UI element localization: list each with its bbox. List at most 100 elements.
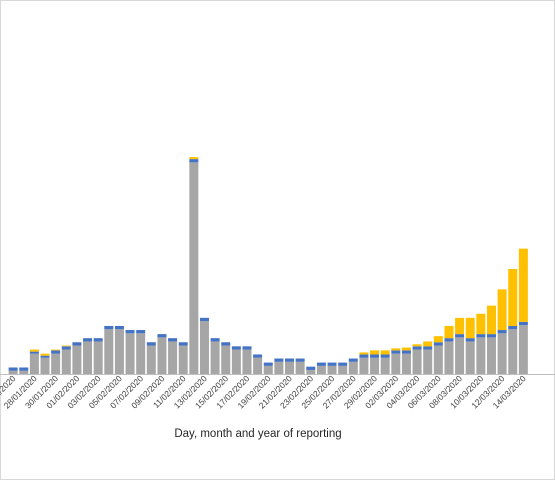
bar-29-02-2020-s2	[370, 350, 380, 355]
bar-14-02-2020-s0	[210, 341, 220, 374]
bar-28-02-2020-s0	[359, 357, 369, 374]
bar-11-02-2020-s1	[178, 342, 188, 346]
bar-03-03-2020-s1	[401, 350, 411, 354]
bar-05-02-2020-s1	[114, 325, 124, 330]
bar-08-02-2020-s0	[146, 345, 156, 374]
bar-09-03-2020-s0	[465, 341, 475, 374]
bar-10-03-2020-s1	[476, 334, 486, 338]
bar-05-03-2020-s1	[423, 346, 433, 350]
bar-17-02-2020-s1	[242, 346, 252, 350]
bar-22-02-2020-s1	[295, 358, 305, 362]
bar-03-02-2020-s0	[93, 341, 103, 374]
bar-09-02-2020-s1	[157, 334, 167, 338]
bar-31-01-2020-s2	[61, 345, 71, 347]
bar-19-02-2020-s0	[263, 365, 273, 374]
bar-26-02-2020-s0	[338, 365, 348, 374]
bar-03-02-2020-s1	[93, 338, 103, 342]
x-axis-title: Day, month and year of reporting	[174, 428, 341, 440]
bar-13-02-2020-s1	[199, 317, 209, 322]
bar-09-03-2020-s1	[465, 338, 475, 342]
bar-23-02-2020-s0	[306, 369, 316, 374]
bar-24-02-2020-s1	[316, 362, 326, 366]
bar-27-01-2020-s1	[19, 367, 29, 371]
bar-28-02-2020-s1	[359, 354, 369, 358]
bar-26-01-2020-s0	[8, 370, 18, 374]
bar-12-03-2020-s1	[497, 330, 507, 334]
bar-16-02-2020-s1	[231, 346, 241, 350]
bar-11-03-2020-s0	[486, 337, 496, 374]
bar-12-02-2020-s2	[189, 157, 199, 160]
bar-05-03-2020-s2	[423, 341, 433, 347]
tick-labels-layer: 22/01/202024/01/202026/01/202028/01/2020…	[0, 373, 528, 410]
bar-02-03-2020-s0	[391, 353, 401, 374]
bar-02-03-2020-s2	[391, 348, 401, 351]
bar-17-02-2020-s0	[242, 349, 252, 374]
bar-01-03-2020-s0	[380, 357, 390, 374]
bar-27-01-2020-s0	[19, 370, 29, 374]
bar-07-03-2020-s0	[444, 341, 454, 374]
bar-04-02-2020-s1	[104, 325, 114, 330]
bar-13-02-2020-s0	[199, 321, 209, 374]
bar-12-03-2020-s2	[497, 289, 507, 331]
bar-28-01-2020-s2	[29, 349, 39, 352]
bar-29-01-2020-s0	[40, 357, 50, 374]
bar-10-03-2020-s0	[476, 337, 486, 374]
bar-08-03-2020-s1	[455, 334, 465, 338]
bar-20-02-2020-s0	[274, 361, 284, 374]
bar-08-03-2020-s2	[455, 317, 465, 335]
bar-19-02-2020-s1	[263, 362, 273, 366]
bar-28-01-2020-s0	[29, 353, 39, 374]
bar-07-02-2020-s0	[136, 333, 146, 374]
bar-02-02-2020-s0	[83, 341, 93, 374]
bar-11-03-2020-s2	[486, 305, 496, 335]
bar-14-03-2020-s1	[518, 321, 528, 326]
bar-31-01-2020-s1	[61, 346, 71, 350]
bar-20-02-2020-s1	[274, 358, 284, 362]
bar-01-03-2020-s2	[380, 350, 390, 355]
bar-10-02-2020-s1	[168, 338, 178, 342]
bar-31-01-2020-s0	[61, 349, 71, 374]
bar-23-02-2020-s1	[306, 366, 316, 370]
bar-09-03-2020-s2	[465, 317, 475, 339]
bar-13-03-2020-s1	[508, 325, 518, 330]
bar-28-02-2020-s2	[359, 352, 369, 355]
bar-14-03-2020-s2	[518, 248, 528, 322]
bar-06-03-2020-s2	[433, 336, 443, 343]
bar-29-02-2020-s0	[370, 357, 380, 374]
bar-22-02-2020-s0	[295, 361, 305, 374]
bar-12-02-2020-s1	[189, 159, 199, 163]
bar-29-01-2020-s1	[40, 355, 50, 358]
bar-26-01-2020-s1	[8, 367, 18, 371]
bar-08-02-2020-s1	[146, 342, 156, 346]
bar-25-02-2020-s1	[327, 362, 337, 366]
bar-21-02-2020-s0	[285, 361, 295, 374]
bar-03-03-2020-s2	[401, 347, 411, 351]
bar-08-03-2020-s0	[455, 337, 465, 374]
bars-layer	[8, 157, 528, 374]
bar-28-01-2020-s1	[29, 351, 39, 354]
bar-02-03-2020-s1	[391, 350, 401, 354]
bar-16-02-2020-s0	[231, 349, 241, 374]
bar-15-02-2020-s0	[221, 345, 231, 374]
bar-04-02-2020-s0	[104, 329, 114, 374]
bar-29-01-2020-s2	[40, 353, 50, 356]
bar-10-02-2020-s0	[168, 341, 178, 374]
bar-24-02-2020-s0	[316, 365, 326, 374]
bar-27-02-2020-s1	[348, 358, 358, 362]
bar-06-02-2020-s1	[125, 330, 135, 334]
bar-30-01-2020-s2	[51, 349, 61, 351]
bar-01-02-2020-s0	[72, 345, 82, 374]
bar-14-03-2020-s0	[518, 325, 528, 374]
bar-12-03-2020-s0	[497, 333, 507, 374]
bar-02-02-2020-s1	[83, 338, 93, 342]
bar-04-03-2020-s2	[412, 344, 422, 347]
bar-27-02-2020-s0	[348, 361, 358, 374]
bar-06-03-2020-s1	[433, 342, 443, 346]
bar-26-02-2020-s1	[338, 362, 348, 366]
bar-01-02-2020-s1	[72, 342, 82, 346]
bar-07-02-2020-s1	[136, 330, 146, 334]
bar-10-03-2020-s2	[476, 313, 486, 335]
bar-03-03-2020-s0	[401, 353, 411, 374]
bar-18-02-2020-s0	[253, 357, 263, 374]
